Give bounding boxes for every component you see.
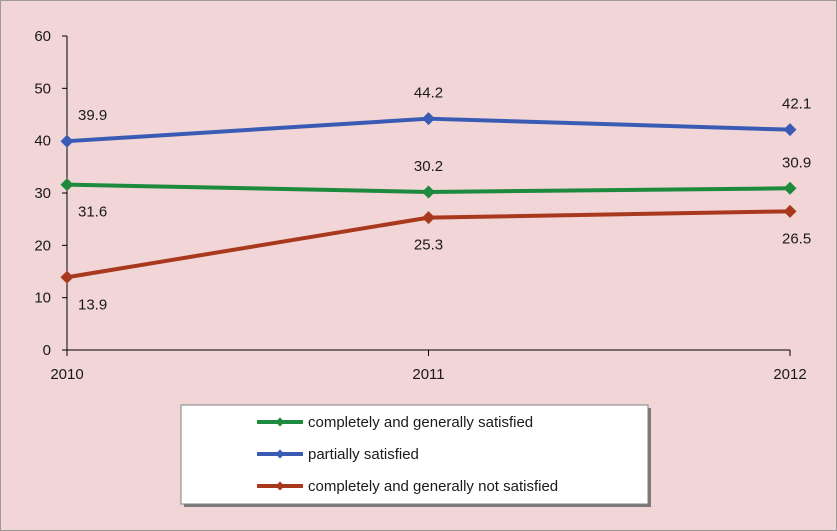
data-label: 42.1 bbox=[782, 96, 811, 113]
y-tick-label: 0 bbox=[43, 342, 51, 359]
y-tick-label: 40 bbox=[34, 133, 51, 150]
legend-item: partially satisfied bbox=[257, 446, 419, 463]
legend-item: completely and generally not satisfied bbox=[257, 478, 558, 495]
data-point-marker bbox=[783, 181, 797, 195]
legend-items: completely and generally satisfied partia… bbox=[257, 414, 558, 495]
data-label: 44.2 bbox=[414, 85, 443, 102]
series-1 bbox=[60, 178, 797, 199]
legend-swatch-marker bbox=[275, 481, 285, 491]
series-layer bbox=[60, 112, 797, 284]
data-label: 39.9 bbox=[78, 107, 107, 124]
data-label: 25.3 bbox=[414, 237, 443, 254]
x-tick-label: 2011 bbox=[412, 366, 444, 383]
legend-swatch-marker bbox=[275, 417, 285, 427]
legend-swatch-marker bbox=[275, 449, 285, 459]
x-tick-label: 2012 bbox=[773, 366, 806, 383]
legend-item: completely and generally satisfied bbox=[257, 414, 533, 431]
y-tick-label: 10 bbox=[34, 290, 51, 307]
y-tick-label: 20 bbox=[34, 237, 51, 254]
legend: completely and generally satisfied partia… bbox=[180, 404, 651, 507]
x-axis-ticks: 2010 2011 2012 bbox=[50, 350, 807, 383]
data-point-marker bbox=[422, 112, 435, 126]
data-label: 31.6 bbox=[78, 204, 107, 221]
series-3 bbox=[60, 204, 797, 284]
data-point-marker bbox=[60, 134, 74, 148]
series-2 bbox=[60, 112, 797, 148]
x-tick-label: 2010 bbox=[50, 366, 83, 383]
y-axis-ticks: 0 10 20 30 40 50 60 bbox=[34, 28, 67, 359]
data-point-marker bbox=[783, 123, 797, 137]
legend-label: completely and generally satisfied bbox=[308, 414, 533, 431]
y-tick-label: 30 bbox=[34, 185, 51, 202]
data-label: 30.9 bbox=[782, 154, 811, 171]
data-point-marker bbox=[60, 270, 74, 284]
data-point-marker bbox=[422, 211, 435, 225]
y-tick-label: 60 bbox=[34, 28, 51, 45]
data-label: 26.5 bbox=[782, 230, 811, 247]
axes: 0 10 20 30 40 50 60 2010 2011 2012 bbox=[34, 28, 806, 383]
data-point-marker bbox=[783, 204, 797, 218]
y-tick-label: 50 bbox=[34, 80, 51, 97]
legend-label: completely and generally not satisfied bbox=[308, 478, 558, 495]
data-point-marker bbox=[60, 178, 74, 192]
data-label: 13.9 bbox=[78, 296, 107, 313]
data-point-marker bbox=[422, 185, 435, 199]
data-labels: 31.6 30.2 30.9 39.9 44.2 42.1 13.9 25.3 26.5 bbox=[78, 85, 811, 314]
legend-label: partially satisfied bbox=[308, 446, 419, 463]
data-label: 30.2 bbox=[414, 158, 443, 175]
